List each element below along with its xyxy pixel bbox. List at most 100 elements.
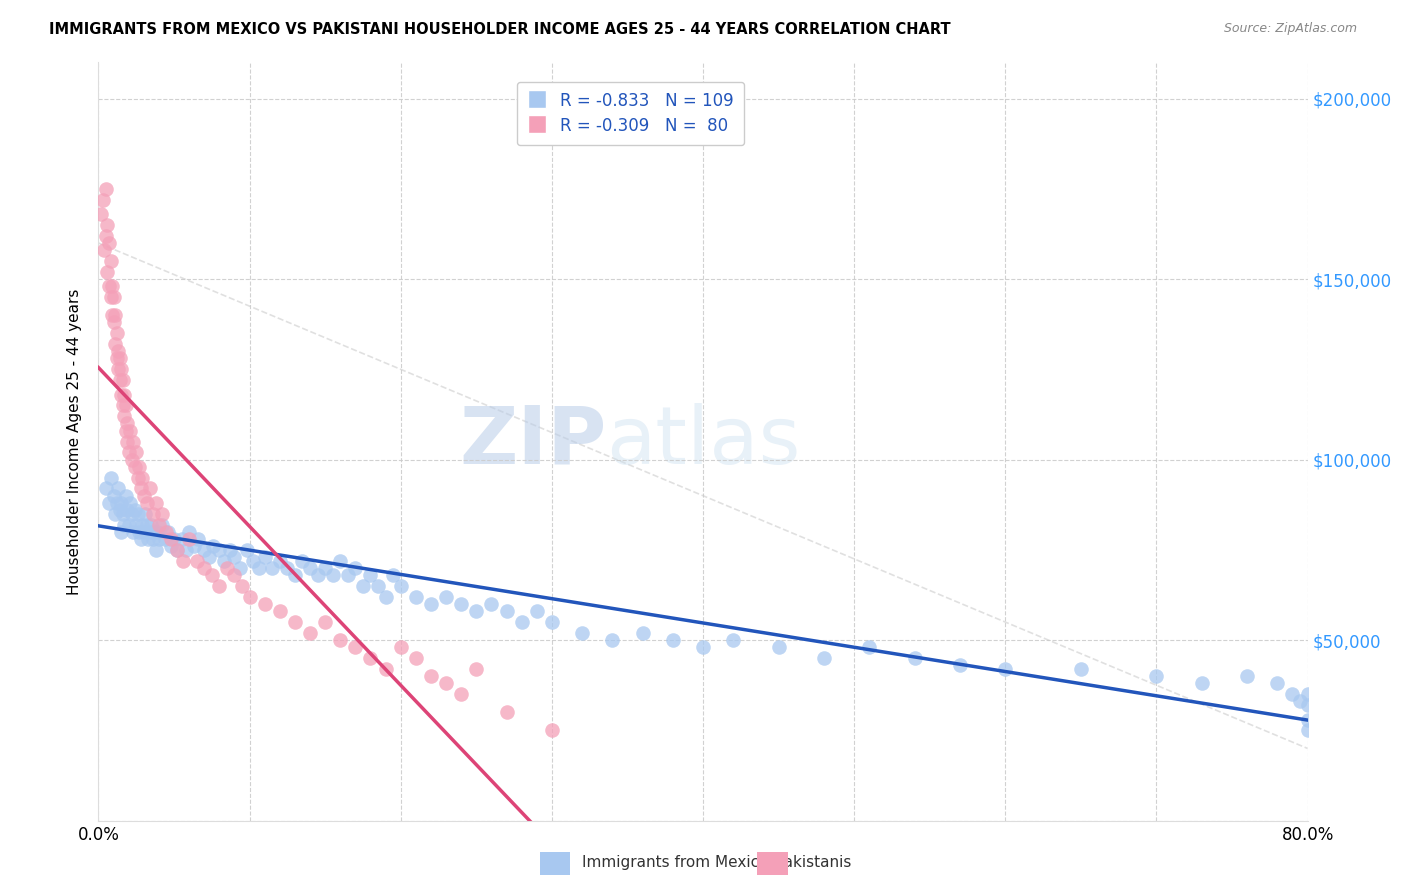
Point xyxy=(510,615,533,629)
Point xyxy=(179,524,201,539)
Point xyxy=(322,568,344,582)
Point xyxy=(94,228,117,243)
Point xyxy=(98,279,121,293)
Point xyxy=(100,254,122,268)
Point xyxy=(450,597,472,611)
Point xyxy=(193,542,215,557)
Point xyxy=(139,524,162,539)
Point xyxy=(450,687,472,701)
Point xyxy=(284,615,307,629)
Point xyxy=(212,554,235,568)
Point xyxy=(115,434,138,449)
Point xyxy=(170,532,193,546)
Point xyxy=(201,568,224,582)
Point xyxy=(108,503,131,517)
Point xyxy=(93,243,115,257)
Point xyxy=(163,532,186,546)
Point xyxy=(253,597,276,611)
Point xyxy=(314,561,336,575)
Point xyxy=(179,532,201,546)
Point xyxy=(105,496,128,510)
Point xyxy=(98,235,121,250)
Point xyxy=(374,590,396,604)
Point xyxy=(100,470,122,484)
Point xyxy=(148,532,170,546)
Point xyxy=(202,539,225,553)
Point xyxy=(405,590,427,604)
Point xyxy=(145,542,167,557)
Point xyxy=(112,517,135,532)
Point xyxy=(224,550,246,565)
Text: IMMIGRANTS FROM MEXICO VS PAKISTANI HOUSEHOLDER INCOME AGES 25 - 44 YEARS CORREL: IMMIGRANTS FROM MEXICO VS PAKISTANI HOUS… xyxy=(49,22,950,37)
Point xyxy=(291,554,314,568)
Point xyxy=(100,290,122,304)
Point xyxy=(208,579,231,593)
Point xyxy=(141,517,163,532)
Point xyxy=(1267,676,1289,690)
Point xyxy=(229,561,252,575)
Point xyxy=(434,590,457,604)
Point xyxy=(208,542,231,557)
Point xyxy=(352,579,374,593)
Point xyxy=(139,482,162,496)
Point xyxy=(994,662,1017,676)
Point xyxy=(105,351,128,366)
Point xyxy=(374,662,396,676)
Point xyxy=(172,554,194,568)
Point xyxy=(94,482,117,496)
Point xyxy=(389,579,412,593)
Point xyxy=(115,503,138,517)
Point xyxy=(262,561,284,575)
Point xyxy=(155,524,177,539)
Point xyxy=(1144,669,1167,683)
Point xyxy=(1296,698,1319,712)
Point xyxy=(269,554,291,568)
Point xyxy=(108,351,131,366)
Point xyxy=(1236,669,1258,683)
FancyBboxPatch shape xyxy=(540,853,569,875)
Point xyxy=(187,532,209,546)
Point xyxy=(231,579,253,593)
Point xyxy=(91,193,114,207)
Point xyxy=(1191,676,1213,690)
Point xyxy=(118,517,141,532)
Point xyxy=(111,373,134,387)
Text: ZIP: ZIP xyxy=(458,402,606,481)
Point xyxy=(124,503,146,517)
Point xyxy=(465,662,488,676)
Point xyxy=(128,524,150,539)
Point xyxy=(127,470,149,484)
Point xyxy=(661,633,683,648)
Point xyxy=(153,532,176,546)
Point xyxy=(269,604,291,618)
Point xyxy=(949,658,972,673)
Point xyxy=(540,615,562,629)
Text: Pakistanis: Pakistanis xyxy=(776,855,852,870)
Point xyxy=(105,326,128,341)
Point xyxy=(276,561,298,575)
Point xyxy=(360,651,382,665)
Point xyxy=(166,542,188,557)
Point xyxy=(121,507,143,521)
Point xyxy=(219,542,242,557)
Point xyxy=(344,640,367,655)
Point xyxy=(148,517,170,532)
Point xyxy=(103,489,125,503)
Point xyxy=(858,640,880,655)
Point xyxy=(129,482,152,496)
Text: Immigrants from Mexico: Immigrants from Mexico xyxy=(582,855,769,870)
Text: Source: ZipAtlas.com: Source: ZipAtlas.com xyxy=(1223,22,1357,36)
Point xyxy=(103,315,125,329)
Point xyxy=(104,308,127,322)
FancyBboxPatch shape xyxy=(758,853,787,875)
Point xyxy=(118,445,141,459)
Point xyxy=(1296,687,1319,701)
Point xyxy=(193,561,215,575)
Point xyxy=(631,626,654,640)
Point xyxy=(128,459,150,474)
Point xyxy=(129,532,152,546)
Point xyxy=(110,362,132,376)
Point xyxy=(1070,662,1092,676)
Point xyxy=(239,590,262,604)
Point xyxy=(904,651,927,665)
